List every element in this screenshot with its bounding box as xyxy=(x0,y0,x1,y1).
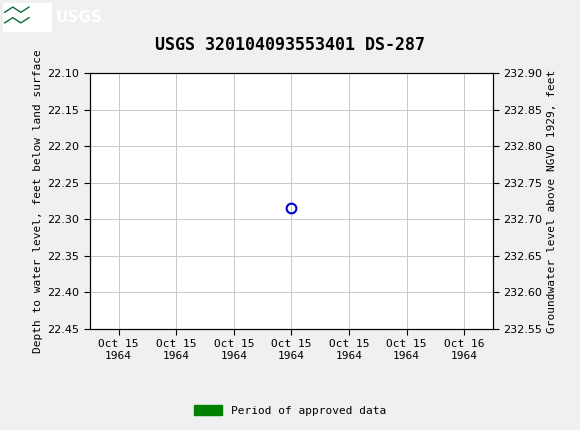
Legend: Period of approved data: Period of approved data xyxy=(190,400,390,420)
Y-axis label: Groundwater level above NGVD 1929, feet: Groundwater level above NGVD 1929, feet xyxy=(546,69,557,333)
Y-axis label: Depth to water level, feet below land surface: Depth to water level, feet below land su… xyxy=(33,49,44,353)
Text: USGS 320104093553401 DS-287: USGS 320104093553401 DS-287 xyxy=(155,36,425,54)
Text: USGS: USGS xyxy=(56,10,103,25)
FancyBboxPatch shape xyxy=(3,3,52,32)
